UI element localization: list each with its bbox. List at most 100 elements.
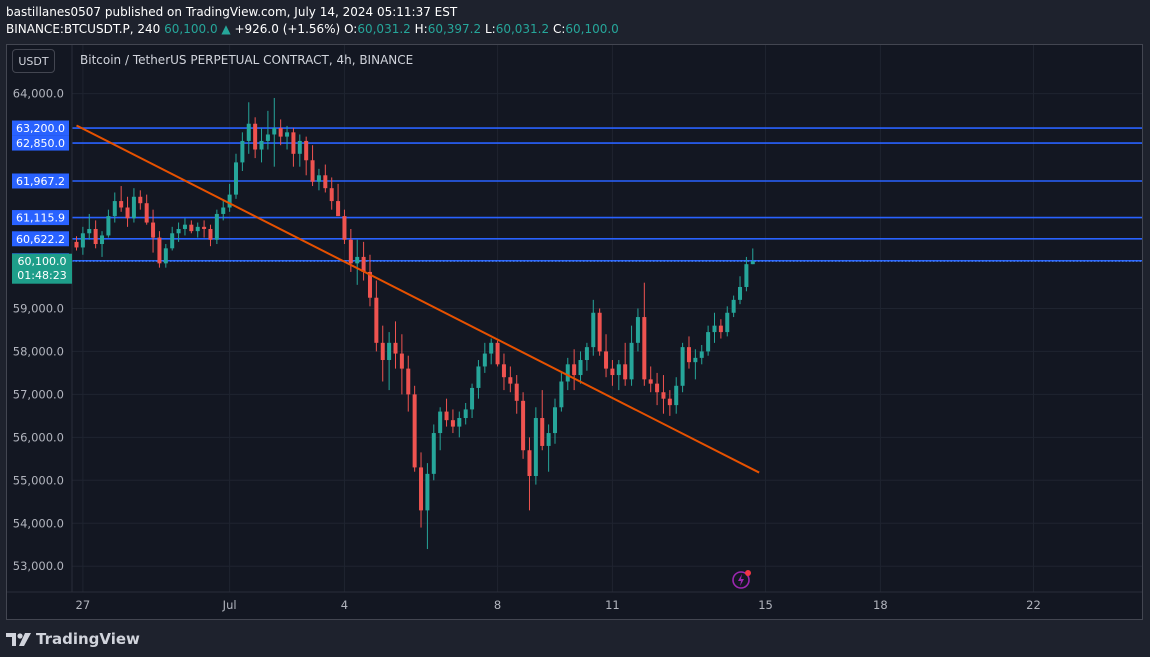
time-tick-label: 11 [605, 598, 620, 612]
candle-body [234, 162, 238, 195]
candle [138, 190, 143, 210]
publish-header: bastillanes0507 published on TradingView… [0, 0, 1150, 44]
candle [450, 409, 455, 434]
tradingview-logo[interactable]: TradingView [6, 630, 140, 648]
candle [406, 355, 411, 412]
candle [106, 209, 111, 238]
candle-body [565, 364, 570, 382]
lightning-event-icon[interactable] [731, 568, 753, 590]
grid-lines [72, 45, 1142, 592]
level-label: 61,967.2 [12, 173, 69, 189]
candle [572, 349, 577, 391]
candle-body [253, 123, 258, 150]
brand-name: TradingView [36, 630, 140, 648]
chart-title: Bitcoin / TetherUS PERPETUAL CONTRACT, 4… [80, 53, 414, 67]
candle-body [470, 387, 475, 410]
candle [425, 463, 430, 550]
candle-body [323, 175, 328, 189]
candle [584, 342, 589, 371]
candle-body [348, 239, 353, 264]
currency-button[interactable]: USDT [12, 49, 55, 73]
candle-body [316, 175, 321, 182]
candle [533, 407, 538, 485]
candle-body [265, 134, 270, 141]
candle-body [578, 360, 583, 376]
high-label: H: [414, 22, 428, 36]
candle [361, 241, 366, 281]
candle [482, 342, 487, 373]
candle [291, 128, 296, 167]
candle-body [285, 132, 290, 137]
candle-body [119, 201, 124, 208]
candle [272, 97, 277, 167]
candle-body [125, 207, 130, 219]
low-label: L: [484, 22, 496, 36]
level-label-bg [12, 135, 69, 151]
candle-body [170, 233, 175, 249]
level-label-bg [12, 231, 69, 247]
candle [546, 424, 551, 472]
candle [648, 366, 653, 393]
candle [80, 226, 85, 255]
candle-body [93, 228, 98, 245]
candle-body [310, 160, 315, 182]
price-tick-label: 56,000.0 [13, 430, 64, 444]
candle [151, 209, 156, 253]
footer [0, 621, 1150, 657]
candle [623, 342, 628, 386]
trendline-layer [76, 124, 760, 474]
candle-body [501, 364, 506, 378]
candle-body [731, 299, 736, 313]
close-value: 60,100.0 [565, 22, 619, 36]
candle [521, 392, 526, 459]
candle [246, 102, 251, 154]
candle-body [680, 347, 685, 386]
candle-body [706, 332, 711, 352]
level-label-text: 60,622.2 [16, 233, 65, 246]
candle [100, 231, 105, 257]
candle-body [221, 207, 226, 214]
candle-body [227, 194, 232, 208]
candle-body [527, 450, 532, 477]
candle [304, 136, 309, 176]
candle [144, 194, 149, 225]
price-tick-label: 59,000.0 [13, 301, 64, 315]
candle [393, 321, 398, 369]
candle [195, 222, 200, 238]
candle [635, 308, 640, 352]
candle-body [616, 364, 621, 376]
countdown-text: 01:48:23 [17, 269, 66, 282]
candle [87, 213, 92, 240]
close-label: C: [552, 22, 566, 36]
chart-frame[interactable] [6, 44, 1143, 620]
publish-info: bastillanes0507 published on TradingView… [6, 5, 458, 19]
candle-body [202, 226, 207, 229]
candle-body [297, 140, 302, 154]
time-tick-label: Jul [222, 598, 237, 612]
candle [674, 377, 679, 414]
candle [712, 312, 717, 343]
price-axis: 64,000.0 59,000.0 58,000.0 57,000.0 56,000.0… [12, 45, 73, 592]
level-label: 60,622.2 [12, 231, 69, 247]
candle-body [259, 140, 264, 150]
candle [591, 299, 596, 356]
candle [616, 360, 621, 391]
candle [323, 164, 328, 193]
time-tick-label: 8 [494, 598, 501, 612]
candle-body [291, 132, 296, 154]
candle-body [387, 342, 392, 361]
candle [119, 186, 124, 212]
candle [444, 398, 449, 427]
candle [163, 244, 168, 268]
candle-body [648, 379, 653, 384]
candle [501, 353, 506, 391]
candle-body [744, 264, 749, 287]
candle-body [438, 411, 443, 434]
candle [706, 325, 711, 356]
candle-body [540, 418, 545, 446]
candles [74, 97, 755, 550]
level-label-bg [12, 120, 69, 136]
candle [125, 196, 130, 227]
candle-body [584, 347, 589, 361]
